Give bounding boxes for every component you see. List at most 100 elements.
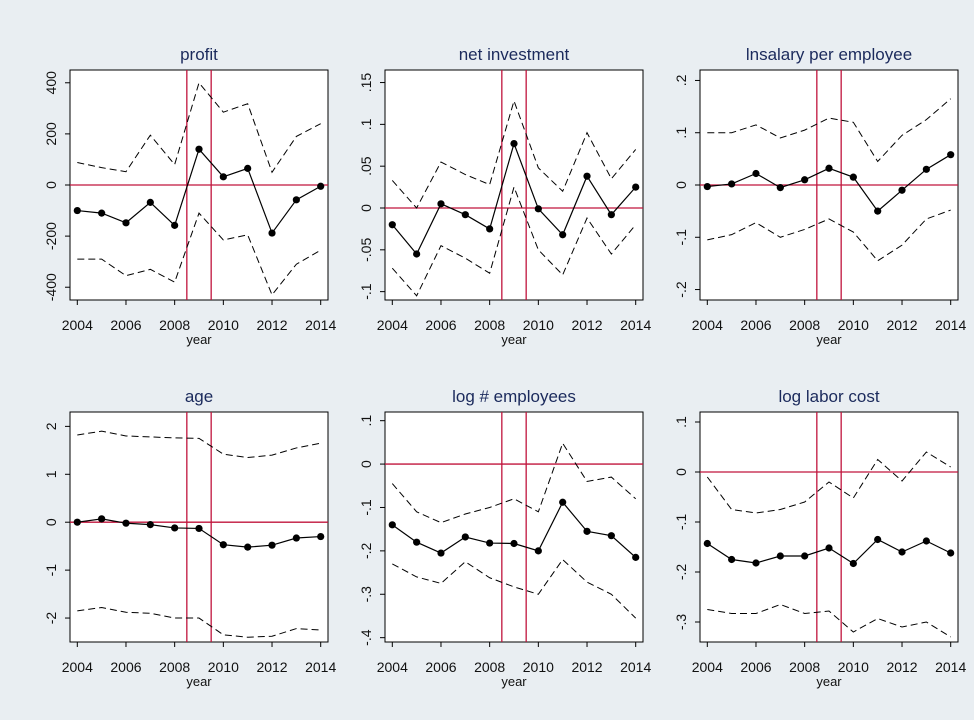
y-tick-label: -1 [43, 564, 59, 577]
panel-title: lnsalary per employee [746, 45, 912, 64]
point [849, 173, 857, 181]
x-axis-label: year [501, 674, 527, 689]
point [73, 518, 81, 526]
point [388, 521, 396, 529]
point [244, 164, 252, 172]
y-tick-label: .1 [358, 118, 374, 130]
y-tick-label: .15 [358, 73, 374, 93]
x-tick-label: 2014 [935, 317, 966, 333]
x-tick-label: 2004 [692, 659, 723, 675]
point [437, 549, 445, 557]
point [122, 519, 130, 527]
x-tick-label: 2012 [571, 317, 602, 333]
panel-title: log labor cost [778, 387, 879, 406]
y-tick-label: -.1 [673, 229, 689, 246]
y-tick-label: 0 [43, 181, 59, 189]
x-tick-label: 2014 [620, 317, 651, 333]
point [607, 532, 615, 540]
point [922, 165, 930, 173]
x-tick-label: 2012 [886, 659, 917, 675]
point [947, 151, 955, 159]
point [825, 544, 833, 552]
confidence-band [707, 603, 951, 638]
point [268, 229, 276, 237]
point [317, 182, 325, 190]
point [752, 169, 760, 178]
y-tick-label: -.1 [673, 514, 689, 531]
point [461, 533, 469, 541]
point [874, 535, 882, 544]
y-tick-label: -2 [43, 612, 59, 625]
point [703, 182, 711, 191]
y-tick-label: 1 [43, 470, 59, 478]
y-tick-label: -400 [43, 273, 59, 301]
x-tick-label: 2010 [208, 659, 239, 675]
x-tick-label: 2006 [110, 317, 141, 333]
x-tick-label: 2006 [425, 659, 456, 675]
point [583, 172, 591, 180]
y-tick-label: -.3 [673, 614, 689, 631]
x-tick-label: 2004 [692, 317, 723, 333]
confidence-band [707, 98, 952, 163]
confidence-band [77, 212, 321, 296]
panel-title: profit [180, 45, 218, 64]
x-tick-label: 2004 [62, 317, 93, 333]
plot-area [384, 411, 644, 643]
point [219, 173, 227, 181]
point [413, 250, 421, 258]
point [801, 552, 809, 560]
point [534, 547, 542, 555]
confidence-band [706, 451, 951, 514]
y-tick-label: -.2 [358, 542, 374, 559]
point [583, 527, 591, 535]
plot-area [699, 411, 959, 643]
y-tick-label: -.1 [358, 283, 374, 300]
point [534, 205, 542, 213]
x-tick-label: 2012 [571, 659, 602, 675]
x-axis-label: year [186, 332, 212, 347]
point [195, 145, 203, 153]
plot-area [69, 411, 329, 643]
x-tick-label: 2008 [474, 317, 505, 333]
x-axis-label: year [816, 674, 842, 689]
x-tick-label: 2008 [474, 659, 505, 675]
point [703, 539, 711, 548]
y-tick-label: -.05 [358, 238, 374, 262]
panel-title: log # employees [452, 387, 576, 406]
y-tick-label: .1 [673, 416, 689, 428]
y-tick-label: .1 [673, 127, 689, 139]
x-tick-label: 2010 [838, 317, 869, 333]
x-axis-label: year [816, 332, 842, 347]
x-tick-label: 2012 [886, 317, 917, 333]
point [922, 537, 930, 545]
point [947, 549, 955, 557]
x-tick-label: 2010 [838, 659, 869, 675]
x-tick-label: 2014 [620, 659, 651, 675]
y-tick-label: 0 [673, 181, 689, 189]
point [632, 183, 640, 191]
point [122, 219, 130, 227]
y-tick-label: .2 [673, 74, 689, 86]
point [98, 515, 106, 523]
point [728, 555, 736, 564]
point [219, 541, 227, 549]
point [874, 207, 882, 215]
x-axis-label: year [186, 674, 212, 689]
x-tick-label: 2014 [305, 659, 336, 675]
point [292, 196, 300, 204]
x-tick-label: 2012 [256, 317, 287, 333]
confidence-band [77, 606, 321, 638]
point [98, 209, 106, 217]
y-tick-label: -.2 [673, 281, 689, 298]
point [898, 186, 906, 194]
point [146, 198, 154, 206]
y-tick-label: .05 [358, 156, 374, 176]
panel-title: net investment [459, 45, 570, 64]
confidence-band [391, 99, 637, 209]
y-tick-label: -.3 [358, 586, 374, 603]
point [898, 548, 906, 556]
point [461, 211, 469, 219]
x-tick-label: 2010 [523, 317, 554, 333]
point [486, 225, 494, 233]
x-tick-label: 2008 [789, 317, 820, 333]
